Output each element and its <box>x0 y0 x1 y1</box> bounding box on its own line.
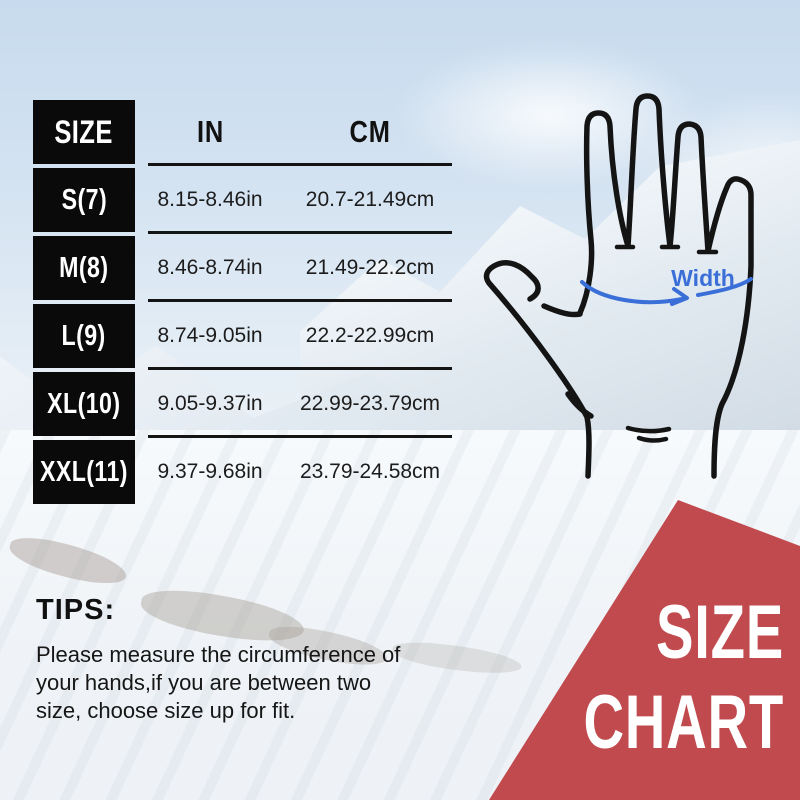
table-row: XXL(11) 9.37-9.68in 23.79-24.58cm <box>33 440 455 504</box>
size-header-label: SIZE <box>54 113 114 150</box>
banner-line-chart: CHART <box>583 680 784 765</box>
table-row: L(9) 8.74-9.05in 22.2-22.99cm <box>33 304 455 370</box>
size-label: S(7) <box>61 183 107 216</box>
in-value-cell: 9.05-9.37in <box>157 392 263 415</box>
cm-value-cell: 21.49-22.2cm <box>305 256 435 279</box>
row-divider <box>148 231 452 234</box>
size-label-cell: S(7) <box>33 168 135 232</box>
size-table: SIZE IN CM S(7) 8.15-8.46in 20.7-21.49cm… <box>33 100 455 508</box>
width-arrow <box>580 277 753 306</box>
tips-heading: TIPS: <box>36 594 116 626</box>
cm-value-cell: 23.79-24.58cm <box>299 460 441 483</box>
size-label-cell: L(9) <box>33 304 135 368</box>
row-divider <box>148 435 452 438</box>
cm-value-cell: 22.99-23.79cm <box>299 392 441 415</box>
size-label: L(9) <box>61 319 107 352</box>
in-header-cell: IN <box>135 100 285 164</box>
row-divider <box>148 367 452 370</box>
hand-outline <box>483 93 754 479</box>
in-header-label: IN <box>196 114 224 149</box>
in-value-cell: 9.37-9.68in <box>157 460 263 483</box>
in-value-cell: 8.46-8.74in <box>157 256 263 279</box>
in-value-cell: 8.15-8.46in <box>157 188 263 211</box>
tips-body: Please measure the circumference of your… <box>36 642 401 723</box>
size-header-cell: SIZE <box>33 100 135 164</box>
size-label: XXL(11) <box>40 455 128 488</box>
banner-line-size: SIZE <box>656 590 784 675</box>
size-label-cell: M(8) <box>33 236 135 300</box>
banner-text: SIZE CHART <box>583 588 784 768</box>
hand-detail-lines <box>614 244 719 443</box>
width-label: Width <box>671 265 735 291</box>
tips-section: TIPS: Please measure the circumference o… <box>36 594 456 725</box>
size-label: M(8) <box>59 251 109 284</box>
table-header-row: SIZE IN CM <box>33 100 455 166</box>
cm-header-label: CM <box>349 114 391 149</box>
cm-header-cell: CM <box>285 100 455 164</box>
in-value-cell: 8.74-9.05in <box>157 324 263 347</box>
table-row: XL(10) 9.05-9.37in 22.99-23.79cm <box>33 372 455 438</box>
row-divider <box>148 299 452 302</box>
size-label: XL(10) <box>47 387 121 420</box>
table-row: M(8) 8.46-8.74in 21.49-22.2cm <box>33 236 455 302</box>
size-label-cell: XXL(11) <box>33 440 135 504</box>
cm-value-cell: 22.2-22.99cm <box>305 324 435 347</box>
size-label-cell: XL(10) <box>33 372 135 436</box>
table-row: S(7) 8.15-8.46in 20.7-21.49cm <box>33 168 455 234</box>
hand-measurement-diagram: Width <box>483 93 754 479</box>
row-divider <box>148 163 452 166</box>
cm-value-cell: 20.7-21.49cm <box>305 188 435 211</box>
